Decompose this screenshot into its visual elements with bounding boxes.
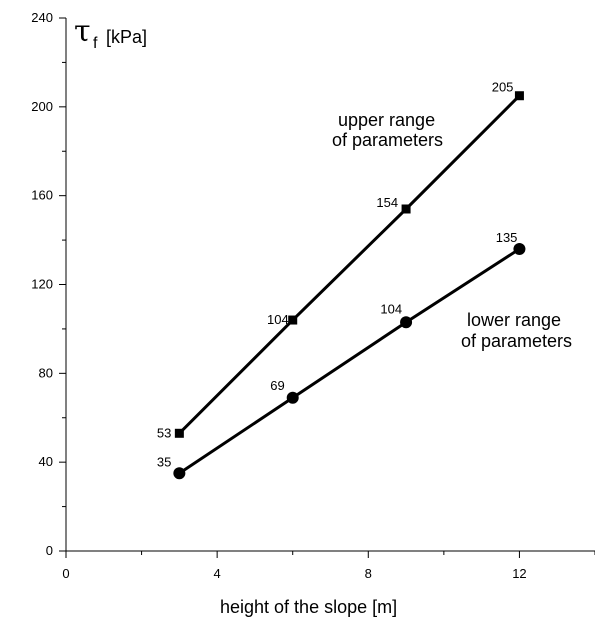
y-axis-title: τ f [kPa] <box>74 14 147 52</box>
y-axis-subscript: f <box>93 35 98 52</box>
y-tick-label: 200 <box>31 99 53 114</box>
data-label: 69 <box>270 378 284 393</box>
y-tick-label: 160 <box>31 188 53 203</box>
data-point-square <box>401 204 411 214</box>
data-point-circle <box>173 467 186 480</box>
y-tick-label: 0 <box>46 543 53 558</box>
y-axis-symbol: τ <box>74 14 91 49</box>
series-line-upper <box>178 94 521 435</box>
upper-range-annotation: upper range of parameters <box>332 110 443 150</box>
y-tick-label: 80 <box>39 365 53 380</box>
series-line-lower <box>178 247 521 475</box>
y-tick-label: 40 <box>39 454 53 469</box>
data-point-circle <box>513 242 526 255</box>
data-point-square <box>288 315 298 325</box>
data-label: 154 <box>376 195 398 210</box>
data-point-square <box>174 428 184 438</box>
y-axis-unit: [kPa] <box>106 27 147 47</box>
data-point-square <box>514 91 524 101</box>
data-label: 104 <box>380 301 402 316</box>
ticks: 0 40 80 120 160 200 240 0 4 8 12 <box>31 10 595 581</box>
data-label: 53 <box>157 425 171 440</box>
labels-layer: 53 104 154 205 35 69 104 135 <box>157 80 518 470</box>
upper-annotation-line-2: of parameters <box>332 130 443 150</box>
x-tick-label: 4 <box>214 566 221 581</box>
lower-annotation-line-1: lower range <box>467 310 561 330</box>
lower-annotation-line-2: of parameters <box>461 331 572 351</box>
x-tick-label: 8 <box>365 566 372 581</box>
data-label: 205 <box>492 80 514 95</box>
upper-annotation-line-1: upper range <box>338 110 435 130</box>
data-label: 35 <box>157 454 171 469</box>
x-tick-label: 0 <box>62 566 69 581</box>
y-tick-label: 120 <box>31 277 53 292</box>
data-point-circle <box>400 316 413 329</box>
y-tick-label: 240 <box>31 10 53 25</box>
data-point-circle <box>286 391 299 404</box>
series-layer <box>173 91 526 480</box>
lower-range-annotation: lower range of parameters <box>461 310 572 351</box>
data-label: 104 <box>267 312 289 327</box>
data-label: 135 <box>496 230 518 245</box>
x-axis-title: height of the slope [m] <box>220 597 397 617</box>
x-tick-label: 12 <box>512 566 526 581</box>
